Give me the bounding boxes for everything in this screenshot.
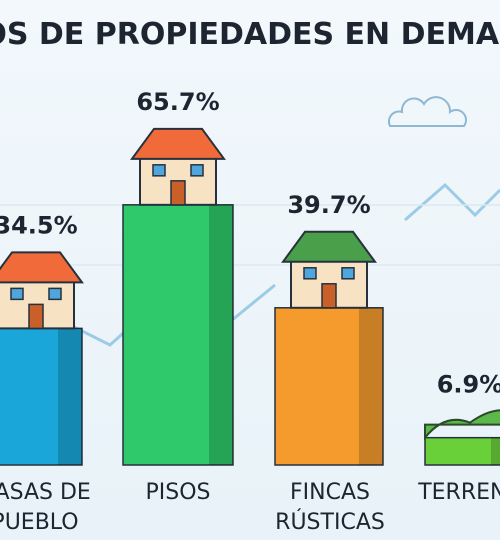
house-roof: [0, 251, 84, 284]
bar-side: [491, 437, 500, 465]
house-door: [321, 283, 337, 309]
value-label: 65.7%: [136, 88, 219, 116]
house-icon: [424, 409, 500, 441]
house-window: [10, 287, 24, 301]
house-icon: [0, 251, 84, 330]
chart-title: TIPOS DE PROPIEDADES EN DEMANDA: [0, 17, 500, 52]
value-label: 6.9%: [437, 371, 500, 399]
house-window: [190, 164, 204, 177]
value-label: 39.7%: [287, 191, 370, 219]
category-label: CASAS DE PUEBLO: [0, 480, 91, 535]
house-icon: [281, 230, 377, 309]
bar: [0, 327, 83, 466]
house-window: [303, 267, 317, 280]
bar: [424, 436, 500, 466]
category-label: TERRENOS: [418, 480, 500, 505]
house-door: [28, 303, 44, 330]
category-label: FINCAS RÚSTICAS: [275, 480, 385, 535]
category-label: PISOS: [145, 480, 211, 505]
house-door: [170, 180, 186, 206]
bar-side: [209, 204, 233, 465]
bar-side: [58, 328, 82, 465]
house-window: [341, 267, 355, 280]
bar: [274, 307, 384, 466]
bar: [122, 204, 234, 466]
house-window: [48, 287, 62, 301]
value-label: 34.5%: [0, 211, 78, 239]
house-icon: [130, 127, 226, 206]
house-window: [152, 164, 166, 177]
bar-side: [359, 307, 383, 465]
house-roof: [281, 230, 377, 263]
house-roof: [130, 127, 226, 160]
land-icon: [424, 409, 500, 441]
